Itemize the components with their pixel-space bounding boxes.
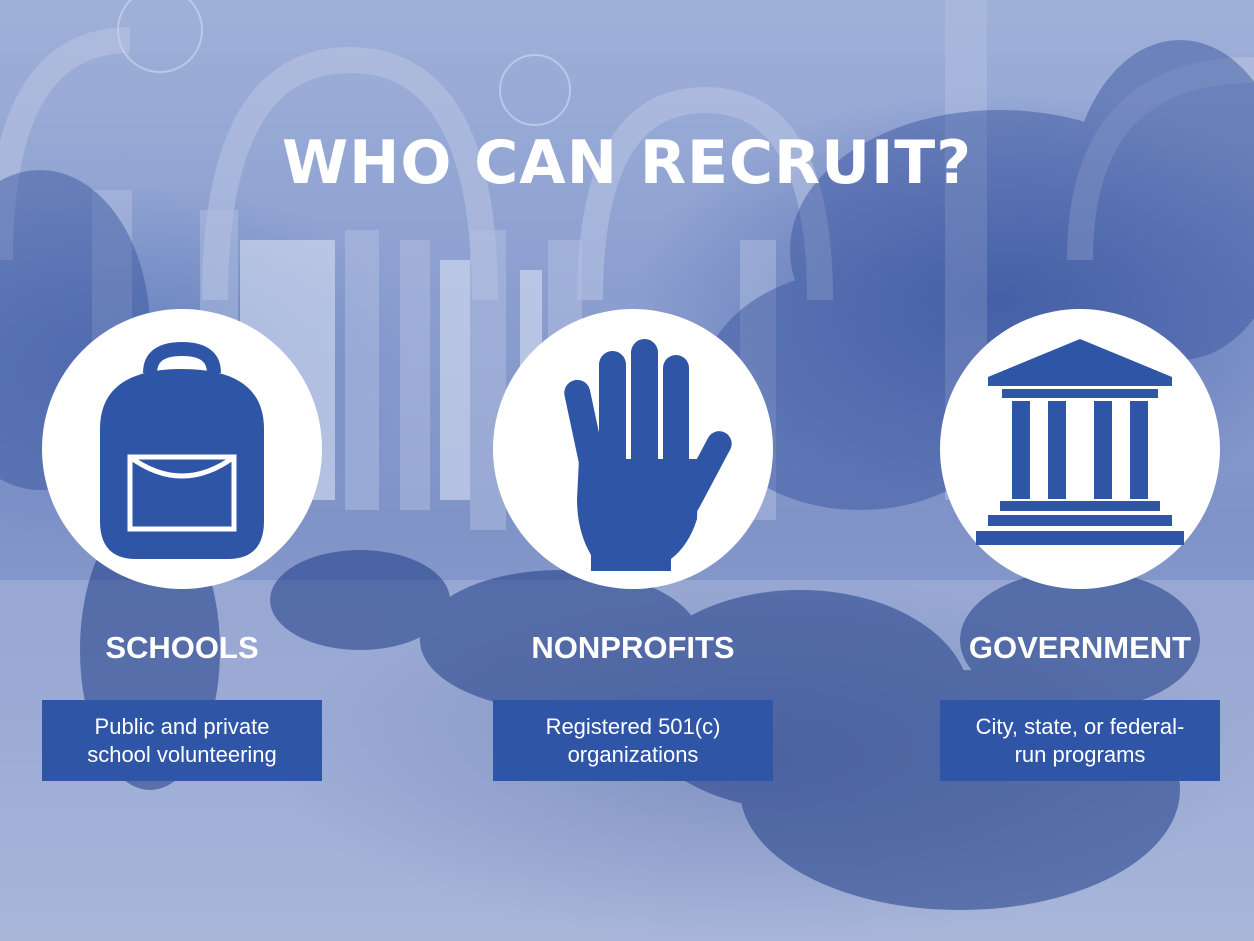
category-schools: SCHOOLS Public and private school volunt…	[42, 0, 322, 941]
raised-hand-icon	[564, 339, 732, 571]
backpack-icon	[100, 341, 264, 559]
icon-circle	[42, 309, 322, 589]
icon-circle	[940, 309, 1220, 589]
category-label: SCHOOLS	[105, 630, 259, 665]
category-description: City, state, or federal- run programs	[940, 700, 1220, 781]
icon-circle	[493, 309, 773, 589]
category-label: NONPROFITS	[531, 630, 735, 665]
description-line: City, state, or federal-	[975, 713, 1185, 739]
category-nonprofits: NONPROFITS Registered 501(c) organizatio…	[493, 0, 773, 941]
description-line: organizations	[567, 741, 699, 767]
description-line: Public and private	[94, 713, 270, 739]
description-line: Registered 501(c)	[545, 713, 721, 739]
description-line: school volunteering	[87, 741, 277, 767]
government-building-icon	[976, 339, 1184, 545]
category-government: GOVERNMENT City, state, or federal- run …	[940, 0, 1220, 941]
page-title: WHO CAN RECRUIT?	[281, 128, 973, 198]
category-description: Registered 501(c) organizations	[493, 700, 773, 781]
category-label: GOVERNMENT	[968, 630, 1192, 665]
description-line: run programs	[1014, 741, 1146, 767]
category-description: Public and private school volunteering	[42, 700, 322, 781]
